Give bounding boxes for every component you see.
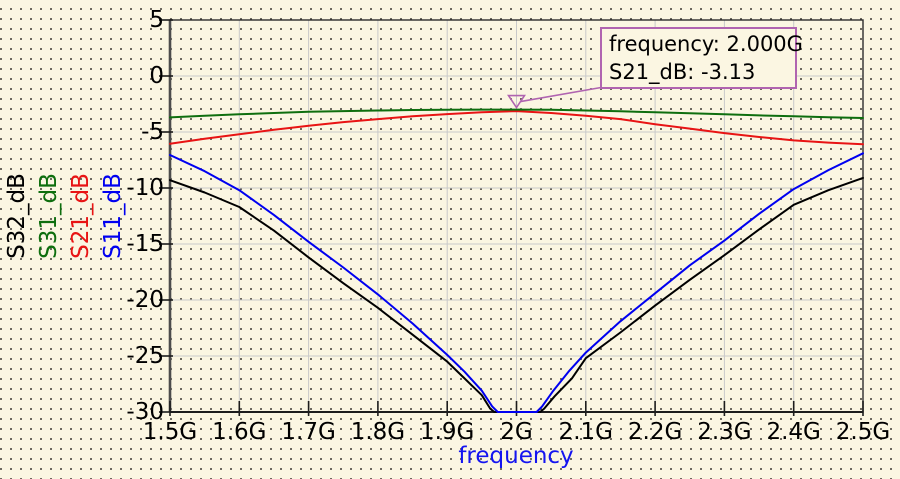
curve-S31_dB[interactable] (169, 108, 864, 119)
x-tick-label: 1.5G (142, 419, 198, 445)
series-label-S32_dB: S32_dB (4, 173, 30, 259)
x-tick-label: 1.7G (281, 419, 336, 445)
marker-label-box[interactable]: frequency: 2.000G S21_dB: -3.13 (600, 27, 803, 89)
y-tick-label: 0 (149, 63, 164, 89)
series-label-S21_dB: S21_dB (68, 173, 94, 259)
x-tick-label: 1.9G (419, 419, 475, 445)
y-tick-label: -25 (126, 343, 164, 369)
x-axis-title: frequency (458, 443, 574, 469)
marker-connector-line (520, 86, 602, 103)
x-tick-label: 2G (500, 419, 533, 445)
marker-value-text: S21_dB: -3.13 (609, 60, 756, 84)
y-tick-label: 5 (149, 7, 164, 33)
x-tick-label: 1.6G (212, 419, 267, 445)
series-label-S31_dB: S31_dB (36, 173, 62, 259)
curve-S21_dB[interactable] (169, 110, 864, 146)
y-tick-label: -20 (126, 287, 164, 313)
y-tick-label: -10 (126, 175, 164, 201)
y-tick-label: -5 (141, 119, 164, 145)
x-tick-label: 2.5G (835, 419, 891, 445)
marker-frequency-text: frequency: 2.000G (609, 32, 803, 56)
x-tick-label: 2.4G (766, 419, 821, 445)
x-tick-label: 2.3G (697, 419, 752, 445)
y-tick-label: -15 (126, 231, 164, 257)
x-tick-label: 1.8G (350, 419, 406, 445)
x-tick-label: 2.1G (558, 419, 613, 445)
x-tick-label: 2.2G (627, 419, 683, 445)
curve-S11_dB[interactable] (169, 152, 864, 413)
y-tick-label: -30 (126, 399, 164, 425)
series-label-S11_dB: S11_dB (100, 173, 126, 259)
